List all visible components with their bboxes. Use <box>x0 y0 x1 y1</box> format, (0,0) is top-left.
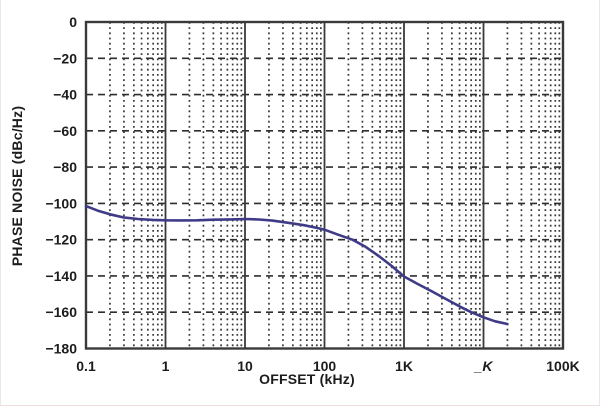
x-tick-label: _K <box>474 358 494 374</box>
y-tick-label: −160 <box>45 304 77 320</box>
y-tick-label: −100 <box>45 195 77 211</box>
curve-series <box>84 204 509 326</box>
x-tick-labels: 0.1 1 10 100 1K _K 100K <box>76 358 579 374</box>
y-tick-label: 0 <box>69 14 77 30</box>
y-tick-label: −20 <box>53 50 77 66</box>
curve-phase-noise <box>84 204 509 326</box>
x-axis-title: OFFSET (kHz) <box>259 371 355 387</box>
x-tick-label: 100K <box>546 358 579 374</box>
y-tick-label: −80 <box>53 159 77 175</box>
x-tick-label: 0.1 <box>76 358 96 374</box>
y-tick-label: −40 <box>53 87 77 103</box>
y-tick-labels: 0 −20 −40 −60 −80 −100 −120 −140 −160 −180 <box>45 14 77 357</box>
grid-minor <box>109 22 561 349</box>
y-tick-label: −60 <box>53 123 77 139</box>
y-tick-label: −140 <box>45 268 77 284</box>
x-tick-label: 10 <box>237 358 253 374</box>
plot-frame-rect <box>84 20 565 350</box>
x-tick-label: 1 <box>162 358 170 374</box>
plot-frame <box>84 20 565 350</box>
y-tick-label: −120 <box>45 232 77 248</box>
y-tick-label: −180 <box>45 341 77 357</box>
x-tick-label: 1K <box>395 358 413 374</box>
grid-decade-lines <box>164 22 485 349</box>
y-axis-title: PHASE NOISE (dBc/Hz) <box>9 106 25 266</box>
x-tick-label: 100 <box>313 358 337 374</box>
